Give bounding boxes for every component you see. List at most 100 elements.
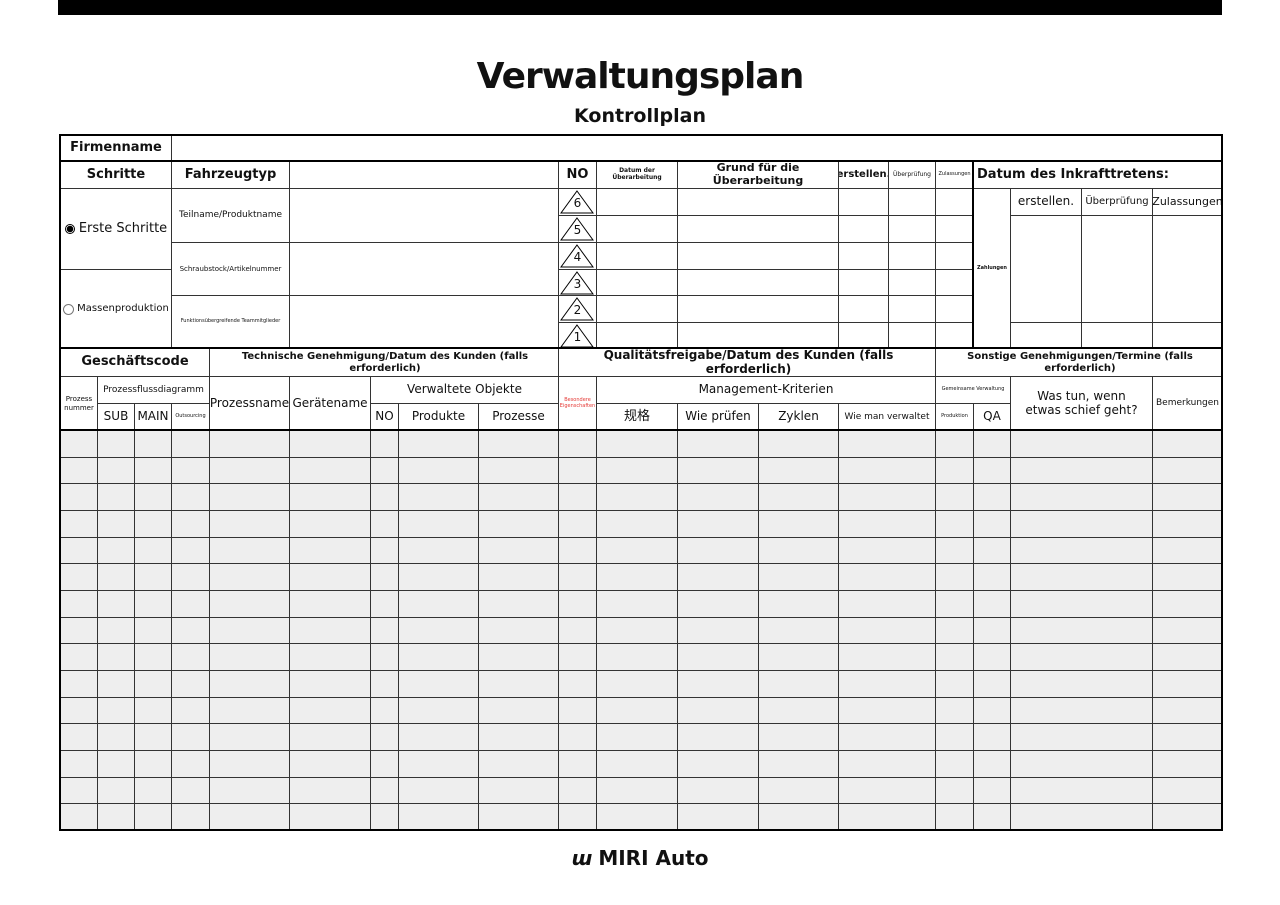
- data-cell[interactable]: [370, 537, 399, 564]
- data-cell[interactable]: [289, 697, 371, 724]
- data-cell[interactable]: [171, 617, 210, 644]
- revision-input[interactable]: [935, 322, 974, 349]
- revision-input[interactable]: [677, 215, 839, 243]
- data-cell[interactable]: [289, 483, 371, 511]
- data-cell[interactable]: [973, 643, 1011, 671]
- data-cell[interactable]: [935, 670, 974, 698]
- data-cell[interactable]: [1010, 670, 1153, 698]
- data-cell[interactable]: [478, 563, 559, 591]
- data-cell[interactable]: [209, 777, 290, 804]
- revision-input[interactable]: [935, 188, 974, 216]
- data-cell[interactable]: [973, 803, 1011, 831]
- data-cell[interactable]: [209, 537, 290, 564]
- data-cell[interactable]: [478, 697, 559, 724]
- data-cell[interactable]: [171, 430, 210, 458]
- data-cell[interactable]: [1010, 590, 1153, 618]
- revision-input[interactable]: [888, 295, 936, 323]
- data-cell[interactable]: [209, 723, 290, 751]
- data-cell[interactable]: [1152, 617, 1223, 644]
- revision-input[interactable]: [596, 269, 678, 296]
- revision-input[interactable]: [935, 215, 974, 243]
- data-cell[interactable]: [973, 430, 1011, 458]
- data-cell[interactable]: [209, 457, 290, 484]
- data-cell[interactable]: [478, 670, 559, 698]
- data-cell[interactable]: [935, 537, 974, 564]
- data-cell[interactable]: [289, 430, 371, 458]
- data-cell[interactable]: [558, 483, 597, 511]
- data-cell[interactable]: [935, 750, 974, 778]
- data-cell[interactable]: [478, 537, 559, 564]
- data-cell[interactable]: [478, 483, 559, 511]
- data-cell[interactable]: [558, 430, 597, 458]
- data-cell[interactable]: [973, 723, 1011, 751]
- data-cell[interactable]: [97, 697, 135, 724]
- revision-input[interactable]: [888, 242, 936, 270]
- revision-input[interactable]: [838, 215, 889, 243]
- data-cell[interactable]: [478, 777, 559, 804]
- data-cell[interactable]: [134, 430, 172, 458]
- data-cell[interactable]: [60, 750, 98, 778]
- data-cell[interactable]: [596, 723, 678, 751]
- data-cell[interactable]: [677, 483, 759, 511]
- data-cell[interactable]: [596, 750, 678, 778]
- data-cell[interactable]: [60, 430, 98, 458]
- data-cell[interactable]: [134, 590, 172, 618]
- data-cell[interactable]: [97, 723, 135, 751]
- data-cell[interactable]: [134, 537, 172, 564]
- data-cell[interactable]: [97, 430, 135, 458]
- data-cell[interactable]: [209, 643, 290, 671]
- data-cell[interactable]: [370, 457, 399, 484]
- data-cell[interactable]: [973, 563, 1011, 591]
- data-cell[interactable]: [973, 510, 1011, 538]
- data-cell[interactable]: [398, 697, 479, 724]
- data-cell[interactable]: [677, 617, 759, 644]
- data-cell[interactable]: [398, 510, 479, 538]
- data-cell[interactable]: [596, 643, 678, 671]
- data-cell[interactable]: [558, 777, 597, 804]
- data-cell[interactable]: [838, 590, 936, 618]
- inkraft-input[interactable]: [1010, 322, 1082, 349]
- data-cell[interactable]: [838, 803, 936, 831]
- revision-input[interactable]: [935, 242, 974, 270]
- data-cell[interactable]: [134, 563, 172, 591]
- data-cell[interactable]: [97, 750, 135, 778]
- data-cell[interactable]: [478, 590, 559, 618]
- data-cell[interactable]: [935, 643, 974, 671]
- data-cell[interactable]: [935, 457, 974, 484]
- revision-input[interactable]: [888, 215, 936, 243]
- data-cell[interactable]: [370, 697, 399, 724]
- data-cell[interactable]: [478, 750, 559, 778]
- data-cell[interactable]: [596, 537, 678, 564]
- data-cell[interactable]: [134, 777, 172, 804]
- data-cell[interactable]: [1010, 457, 1153, 484]
- revision-input[interactable]: [838, 322, 889, 349]
- data-cell[interactable]: [478, 803, 559, 831]
- data-cell[interactable]: [1010, 777, 1153, 804]
- data-cell[interactable]: [134, 697, 172, 724]
- data-cell[interactable]: [596, 617, 678, 644]
- data-cell[interactable]: [758, 457, 839, 484]
- data-cell[interactable]: [478, 510, 559, 538]
- revision-input[interactable]: [596, 215, 678, 243]
- data-cell[interactable]: [558, 510, 597, 538]
- data-cell[interactable]: [973, 537, 1011, 564]
- data-cell[interactable]: [209, 697, 290, 724]
- data-cell[interactable]: [973, 670, 1011, 698]
- data-cell[interactable]: [289, 563, 371, 591]
- data-cell[interactable]: [677, 510, 759, 538]
- data-cell[interactable]: [289, 510, 371, 538]
- data-cell[interactable]: [558, 803, 597, 831]
- data-cell[interactable]: [935, 697, 974, 724]
- data-cell[interactable]: [478, 643, 559, 671]
- revision-input[interactable]: [596, 242, 678, 270]
- data-cell[interactable]: [171, 697, 210, 724]
- data-cell[interactable]: [1152, 697, 1223, 724]
- data-cell[interactable]: [398, 483, 479, 511]
- data-cell[interactable]: [478, 457, 559, 484]
- data-cell[interactable]: [60, 483, 98, 511]
- data-cell[interactable]: [1152, 590, 1223, 618]
- data-cell[interactable]: [973, 617, 1011, 644]
- data-cell[interactable]: [370, 777, 399, 804]
- data-cell[interactable]: [398, 723, 479, 751]
- data-cell[interactable]: [935, 510, 974, 538]
